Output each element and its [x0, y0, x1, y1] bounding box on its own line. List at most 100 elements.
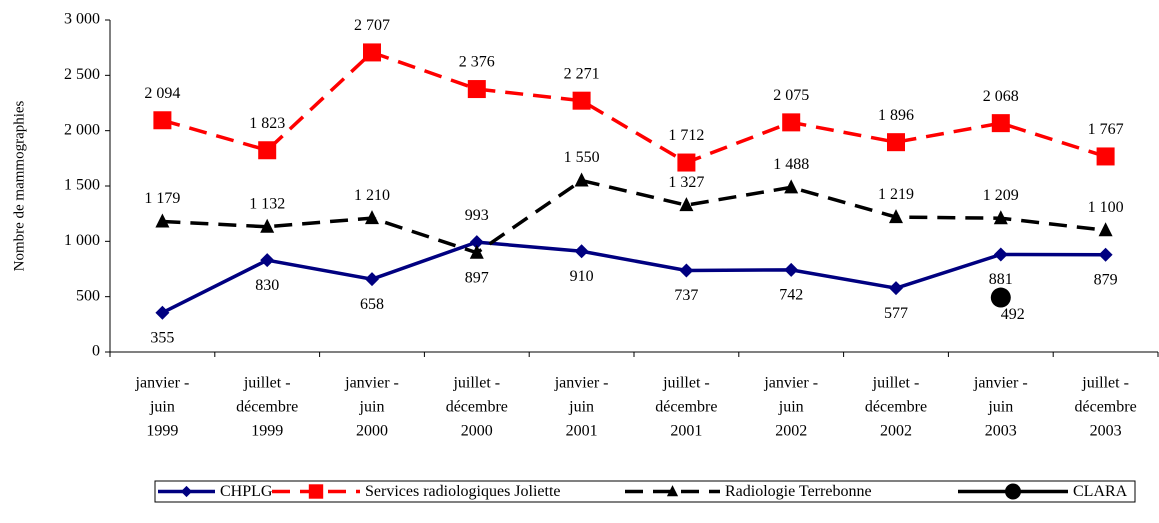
- data-label: 1 219: [878, 186, 914, 203]
- marker: [469, 235, 484, 250]
- legend-box: [154, 480, 1136, 503]
- legend-label: Radiologie Terrebonne: [725, 483, 872, 500]
- marker: [990, 287, 1011, 308]
- data-label: 1 823: [249, 115, 285, 132]
- x-tick-label: juillet -: [452, 375, 500, 392]
- marker: [574, 172, 589, 187]
- x-tick-label: janvier -: [763, 375, 818, 392]
- data-label: 993: [465, 207, 489, 224]
- data-label: 355: [150, 329, 174, 346]
- data-label: 881: [989, 271, 1013, 288]
- x-tick-label: décembre: [655, 399, 717, 416]
- y-tick-label: 0: [92, 343, 100, 360]
- marker: [1096, 147, 1115, 166]
- marker: [784, 262, 799, 277]
- x-tick-label: 2001: [670, 423, 702, 440]
- x-tick-label: décembre: [236, 399, 298, 416]
- legend-label: Services radiologiques Joliette: [365, 483, 561, 500]
- marker: [679, 263, 694, 278]
- legend-label: CLARA: [1073, 483, 1128, 500]
- x-tick-label: janvier -: [973, 375, 1028, 392]
- marker: [180, 485, 193, 498]
- data-label: 897: [465, 269, 489, 286]
- data-label: 1 550: [564, 149, 600, 166]
- data-label: 1 896: [878, 107, 914, 124]
- series-line: [161, 240, 1106, 315]
- marker: [677, 153, 696, 172]
- data-label: 2 376: [459, 54, 495, 71]
- marker: [155, 305, 170, 320]
- data-label: 2 271: [564, 65, 600, 82]
- x-tick-label: 2000: [356, 423, 388, 440]
- marker: [889, 209, 903, 224]
- y-tick-label: 2 000: [64, 121, 100, 138]
- marker: [1005, 483, 1021, 500]
- x-tick-label: 2002: [775, 423, 807, 440]
- data-label: 492: [1001, 306, 1025, 323]
- marker: [574, 244, 589, 259]
- data-label: 1 488: [773, 156, 809, 173]
- series-line: [161, 50, 1107, 165]
- y-axis-label: Nombre de mammographies: [11, 100, 27, 271]
- data-label: 830: [255, 277, 279, 294]
- x-tick-label: juin: [987, 399, 1013, 416]
- data-label: 2 068: [983, 88, 1019, 105]
- y-tick-label: 3 000: [64, 11, 100, 28]
- x-tick-label: décembre: [865, 399, 927, 416]
- x-tick-label: juillet -: [1081, 375, 1129, 392]
- marker: [887, 133, 905, 152]
- data-label: 1 209: [983, 187, 1019, 204]
- data-label: 1 327: [668, 174, 704, 191]
- marker: [365, 210, 379, 225]
- marker: [782, 113, 801, 132]
- data-label: 2 075: [773, 87, 809, 104]
- data-label: 1 767: [1088, 121, 1124, 138]
- y-tick-label: 2 500: [64, 66, 100, 83]
- marker: [469, 244, 484, 259]
- data-label: 577: [884, 305, 908, 322]
- x-tick-label: juin: [568, 399, 594, 416]
- y-tick-label: 500: [76, 287, 100, 304]
- data-label: 658: [360, 296, 384, 313]
- x-tick-label: janvier -: [554, 375, 609, 392]
- x-tick-label: 2003: [985, 423, 1017, 440]
- marker: [1098, 247, 1113, 262]
- x-tick-label: décembre: [446, 399, 508, 416]
- data-label: 910: [570, 268, 594, 285]
- y-tick-label: 1 500: [64, 177, 100, 194]
- marker: [260, 253, 275, 268]
- marker: [889, 281, 903, 296]
- data-label: 1 210: [354, 187, 390, 204]
- x-tick-label: juillet -: [872, 375, 920, 392]
- data-label: 1 712: [668, 127, 704, 144]
- marker: [308, 484, 324, 499]
- marker: [260, 218, 275, 233]
- marker: [363, 43, 381, 62]
- data-label: 737: [674, 287, 698, 304]
- marker: [365, 272, 379, 287]
- x-tick-label: 1999: [251, 423, 283, 440]
- data-label: 1 132: [249, 195, 285, 212]
- marker: [679, 197, 694, 212]
- y-tick-label: 1 000: [64, 232, 100, 249]
- marker: [666, 485, 679, 497]
- marker: [1098, 222, 1113, 237]
- x-tick-label: juin: [149, 399, 175, 416]
- x-tick-label: juin: [778, 399, 804, 416]
- x-tick-label: décembre: [1075, 399, 1137, 416]
- x-tick-label: janvier -: [344, 375, 399, 392]
- legend-label: CHPLG: [220, 483, 273, 500]
- data-label: 1 100: [1088, 199, 1124, 216]
- data-label: 742: [779, 287, 803, 304]
- marker: [993, 247, 1008, 262]
- series-line: [162, 178, 1106, 255]
- x-tick-label: 2001: [566, 423, 598, 440]
- marker: [155, 213, 170, 228]
- x-tick-label: 2003: [1090, 423, 1122, 440]
- x-tick-label: juillet -: [243, 375, 291, 392]
- x-tick-label: 2002: [880, 423, 912, 440]
- marker: [467, 80, 486, 99]
- x-tick-label: 2000: [461, 423, 493, 440]
- marker: [991, 114, 1010, 133]
